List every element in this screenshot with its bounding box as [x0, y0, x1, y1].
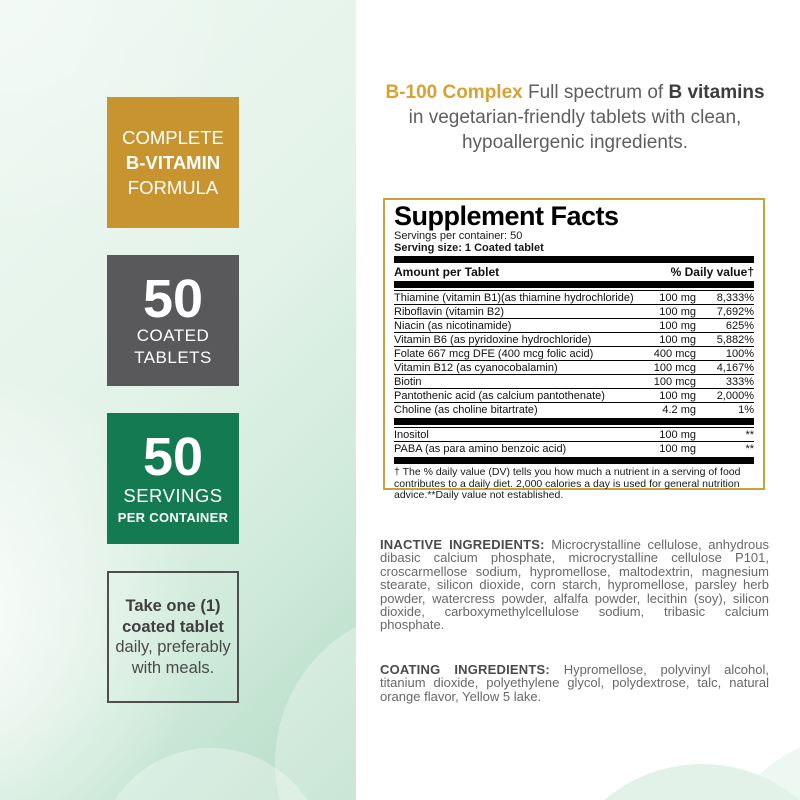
inactive-ingredients-label: INACTIVE INGREDIENTS:	[380, 537, 545, 552]
badge-text: COATED	[136, 325, 210, 345]
badge-servings-per-container: 50 SERVINGS PER CONTAINER	[107, 413, 239, 544]
badge-coated-tablets: 50 COATED TABLETS	[107, 255, 239, 386]
headline-line3: hypoallergenic ingredients.	[461, 132, 689, 153]
decorative-circle	[552, 764, 800, 800]
serving-count: 50	[142, 426, 204, 487]
table-row: Vitamin B6 (as pyridoxine hydrochloride)…	[394, 332, 754, 346]
dosage-instructions-box: Take one (1) coated tablet daily, prefer…	[107, 571, 239, 703]
product-name: B-100 Complex	[385, 82, 523, 103]
divider-bar	[394, 457, 754, 464]
coating-ingredients: COATING INGREDIENTS: Hypromellose, polyv…	[380, 663, 769, 703]
table-row: Riboflavin (vitamin B2) 100 mg 7,692%	[394, 304, 754, 318]
table-row: PABA (as para amino benzoic acid) 100 mg *…	[394, 441, 754, 455]
divider-bar	[394, 418, 754, 425]
table-row: Vitamin B12 (as cyanocobalamin) 100 mcg 4,…	[394, 360, 754, 374]
servings-per-container: Servings per container: 50	[394, 230, 523, 242]
table-row: Thiamine (vitamin B1)(as thiamine hydroc…	[394, 290, 754, 304]
dosage-line: coated tablet	[122, 617, 224, 636]
product-headline: B-100 Complex Full spectrum of B vitamin…	[358, 80, 792, 155]
badge-text: TABLETS	[134, 347, 212, 367]
table-row: Biotin 100 mcg 333%	[394, 374, 754, 388]
headline-line2: in vegetarian-friendly tablets with clea…	[408, 107, 742, 128]
coating-ingredients-label: COATING INGREDIENTS:	[380, 662, 550, 677]
table-row: Pantothenic acid (as calcium pantothenat…	[394, 388, 754, 402]
badge-text: B-VITAMIN	[125, 152, 221, 173]
coating-ingredients-text: Hypromellose, polyvinyl alcohol, titaniu…	[380, 662, 769, 704]
inactive-ingredients: INACTIVE INGREDIENTS: Microcrystalline c…	[380, 538, 769, 632]
left-panel: COMPLETE B-VITAMIN FORMULA 50 COATED TAB…	[0, 0, 356, 800]
headline-text: Full spectrum of	[522, 82, 669, 103]
divider-bar	[394, 256, 754, 263]
decorative-circle	[275, 608, 356, 800]
serving-size: Serving size: 1 Coated tablet	[394, 242, 544, 254]
inactive-ingredients-text: Microcrystalline cellulose, anhydrous di…	[380, 537, 770, 633]
dosage-line: Take one (1)	[125, 597, 221, 615]
dosage-line: with meals.	[131, 658, 215, 677]
table-row: Choline (as choline bitartrate) 4.2 mg 1%	[394, 402, 754, 416]
column-daily-value: % Daily value†	[670, 265, 754, 279]
table-row: Inositol 100 mg **	[394, 427, 754, 441]
badge-text: COMPLETE	[122, 127, 224, 148]
supplement-facts-title: Supplement Facts	[394, 201, 619, 231]
tablet-count: 50	[142, 268, 204, 329]
divider-bar	[394, 281, 754, 288]
badge-text: SERVINGS	[123, 484, 223, 506]
headline-bold: B vitamins	[668, 82, 765, 103]
daily-value-footnote: † The % daily value (DV) tells you how m…	[394, 466, 741, 501]
badge-text: FORMULA	[127, 177, 219, 198]
dosage-line: daily, preferably	[115, 638, 231, 656]
badge-text: PER CONTAINER	[117, 509, 229, 525]
table-header-row: Amount per Tablet % Daily value†	[394, 265, 754, 279]
column-amount: Amount per Tablet	[394, 265, 500, 279]
badge-complete-b-vitamin-formula: COMPLETE B-VITAMIN FORMULA	[107, 97, 239, 228]
table-row: Folate 667 mcg DFE (400 mcg folic acid) 4…	[394, 346, 754, 360]
table-row: Niacin (as nicotinamide) 100 mg 625%	[394, 318, 754, 332]
supplement-facts-panel: Supplement Facts Servings per container:…	[383, 198, 765, 501]
